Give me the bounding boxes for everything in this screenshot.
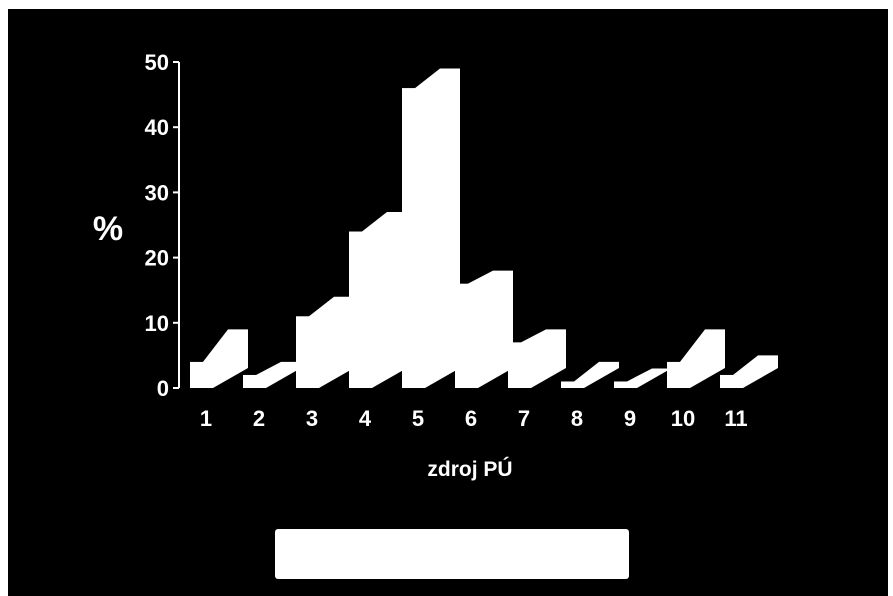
bar [415,68,460,389]
y-axis-label: % [93,210,123,248]
x-tick-label: 5 [412,406,424,431]
bar [720,374,733,388]
legend-box [275,529,629,579]
y-tick-label: 20 [145,246,169,271]
y-tick-label: 40 [145,115,169,140]
bar-group [349,211,407,388]
y-tick-label: 50 [145,50,169,75]
bar-group [455,270,513,388]
bar-group [402,68,460,389]
bar [521,329,566,388]
bar-group [561,361,619,388]
x-axis-label: zdroj PÚ [427,457,512,481]
bar [508,342,521,388]
bar [614,381,627,388]
bar [243,374,256,388]
bar [667,361,680,388]
bar [203,329,248,388]
x-tick-label: 11 [724,406,747,431]
tick-labels: 0 10 20 30 40 50 1 2 3 4 5 6 7 8 9 10 11 [145,50,748,431]
x-tick-label: 7 [518,406,530,431]
bar [455,283,468,388]
y-tick-label: 0 [157,376,169,401]
axes [173,61,180,389]
bar [362,211,407,388]
bar-group [296,296,354,388]
bar [627,368,672,388]
bar [309,296,354,388]
bar [733,355,778,388]
bar [468,270,513,388]
y-tick-label: 10 [145,311,169,336]
bar [680,329,725,388]
x-tick-label: 6 [465,406,477,431]
x-tick-label: 1 [200,406,212,431]
x-tick-label: 4 [359,406,372,431]
bar-group [667,329,725,388]
bar [561,381,574,388]
bar [349,231,362,388]
bar-group [508,329,566,388]
bar-group [243,361,301,388]
bar [296,316,309,388]
bar [574,361,619,388]
bar-group [614,368,672,388]
bar [190,361,203,388]
bar-group [190,329,248,388]
x-tick-label: 10 [671,406,695,431]
bar-group [720,355,778,388]
bars [190,68,778,389]
bar [402,88,415,388]
x-tick-label: 8 [571,406,583,431]
x-tick-label: 2 [253,406,265,431]
y-tick-label: 30 [145,180,169,205]
bar [256,361,301,388]
x-tick-label: 9 [624,406,636,431]
x-tick-label: 3 [306,406,318,431]
